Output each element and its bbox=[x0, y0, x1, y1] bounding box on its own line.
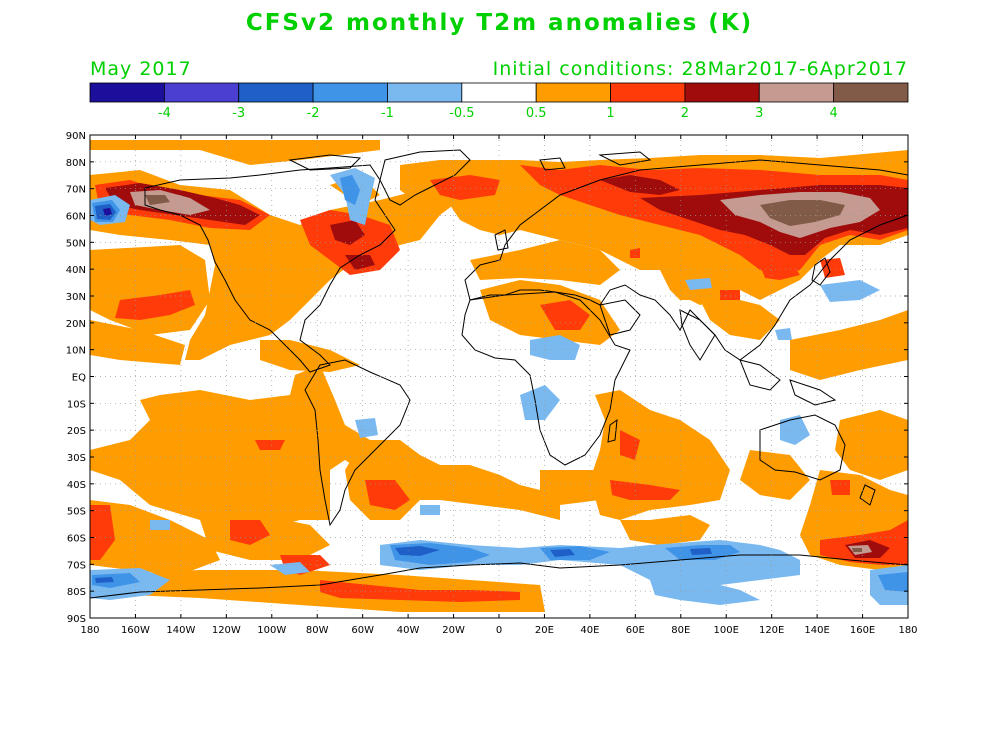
lat-label: 70S bbox=[67, 560, 86, 571]
anomaly-cool-2 bbox=[95, 204, 712, 583]
colorbar-label: 0.5 bbox=[526, 106, 547, 121]
lon-label: 140W bbox=[166, 625, 195, 636]
colorbar-label: 3 bbox=[755, 106, 763, 121]
lon-label: 80E bbox=[671, 625, 690, 636]
colorbar-label: -1 bbox=[381, 106, 394, 121]
lon-label: 40E bbox=[580, 625, 599, 636]
colorbar-swatch bbox=[312, 82, 388, 103]
colorbar-swatch bbox=[163, 82, 240, 103]
anomaly-field bbox=[90, 135, 908, 618]
colorbar-label: 4 bbox=[829, 106, 837, 121]
lat-label: 80N bbox=[66, 158, 86, 169]
chart-title: CFSv2 monthly T2m anomalies (K) bbox=[245, 10, 754, 36]
colorbar-swatch bbox=[238, 82, 314, 103]
colorbar: -4 -3 -2 -1 -0.5 0.5 1 2 3 4 bbox=[89, 82, 909, 121]
lat-label: 90N bbox=[66, 131, 86, 142]
colorbar-label: 1 bbox=[606, 106, 614, 121]
anomaly-cool-3 bbox=[103, 208, 112, 216]
lat-label: 90S bbox=[67, 614, 86, 625]
initial-conditions-label: Initial conditions: 28Mar2017-6Apr2017 bbox=[492, 58, 908, 80]
colorbar-label: -0.5 bbox=[449, 106, 474, 121]
lon-label: 20W bbox=[442, 625, 465, 636]
lon-label: 100W bbox=[257, 625, 286, 636]
lon-label: 40W bbox=[397, 625, 420, 636]
lat-lon-grid bbox=[90, 135, 908, 618]
colorbar-label: -3 bbox=[232, 106, 245, 121]
lat-label: EQ bbox=[72, 373, 86, 384]
lat-label: 40N bbox=[66, 265, 86, 276]
colorbar-label: -2 bbox=[307, 106, 320, 121]
colorbar-swatch bbox=[610, 82, 686, 103]
lat-label: 60N bbox=[66, 212, 86, 223]
lat-label: 30N bbox=[66, 292, 86, 303]
lon-label: 160E bbox=[850, 625, 875, 636]
lat-label: 40S bbox=[67, 480, 86, 491]
lon-label: 80W bbox=[306, 625, 329, 636]
lat-label: 30S bbox=[67, 453, 86, 464]
colorbar-swatch bbox=[461, 82, 537, 103]
lat-label: 20S bbox=[67, 426, 86, 437]
lon-label: 0 bbox=[496, 625, 502, 636]
lon-label: 140E bbox=[804, 625, 829, 636]
colorbar-label: -4 bbox=[158, 106, 171, 121]
lat-label: 80S bbox=[67, 587, 86, 598]
lon-label: 60E bbox=[626, 625, 645, 636]
valid-month-label: May 2017 bbox=[90, 58, 192, 80]
lat-label: 50N bbox=[66, 238, 86, 249]
lat-label: 70N bbox=[66, 185, 86, 196]
lon-label: 180 bbox=[898, 625, 917, 636]
lat-label: 50S bbox=[67, 507, 86, 518]
lon-label: 60W bbox=[351, 625, 374, 636]
lon-label: 120W bbox=[212, 625, 241, 636]
colorbar-swatch bbox=[535, 82, 611, 103]
lon-label: 20E bbox=[535, 625, 554, 636]
lon-label: 160W bbox=[121, 625, 150, 636]
colorbar-swatch bbox=[684, 82, 760, 103]
lon-label: 180 bbox=[80, 625, 99, 636]
colorbar-swatch bbox=[758, 82, 835, 103]
colorbar-label: 2 bbox=[681, 106, 689, 121]
lat-label: 10S bbox=[67, 399, 86, 410]
lat-label: 60S bbox=[67, 534, 86, 545]
colorbar-swatch bbox=[89, 82, 165, 103]
anomaly-warm-4 bbox=[145, 195, 862, 552]
map-axes: 90N 80N 70N 60N 50N 40N 30N 20N 10N EQ 10S 20S 30S 40… bbox=[66, 131, 918, 636]
lon-label: 120E bbox=[759, 625, 784, 636]
lat-label: 10N bbox=[66, 346, 86, 357]
lon-label: 100E bbox=[714, 625, 739, 636]
colorbar-swatch bbox=[387, 82, 463, 103]
lat-label: 20N bbox=[66, 319, 86, 330]
colorbar-swatch bbox=[833, 82, 909, 103]
